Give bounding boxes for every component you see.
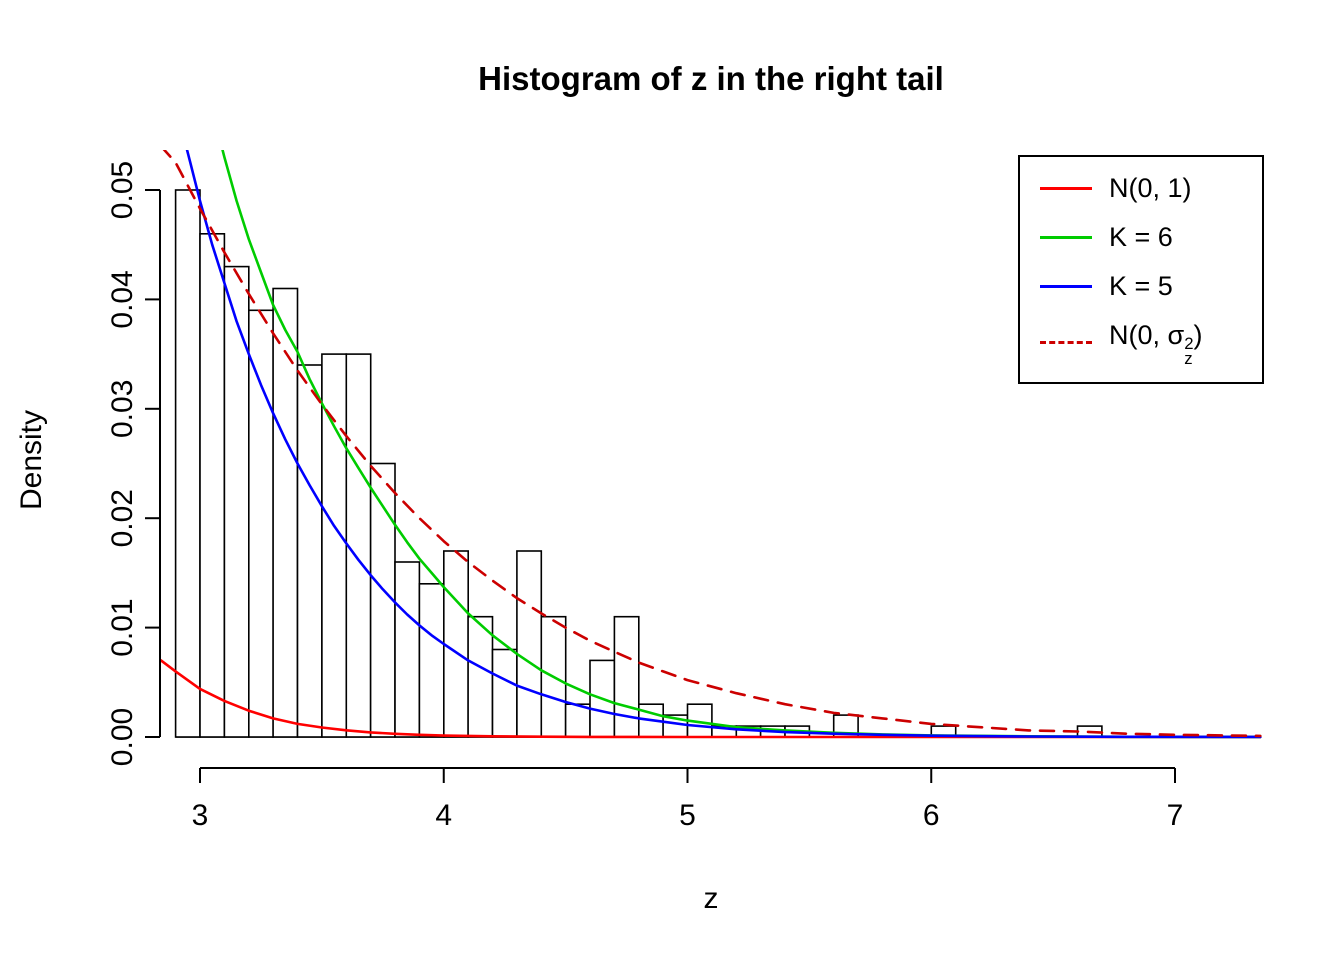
curve-k5 [185,150,1262,739]
histogram-bar [394,561,421,738]
histogram-bar [516,550,543,738]
legend-line-sample-red-solid [1040,187,1092,190]
histogram-bar [442,550,469,738]
curve-n01 [160,659,1262,739]
x-tick-label: 3 [192,799,209,832]
legend-label: N(0, σ 2 z) [1109,320,1203,368]
histogram-bar [345,353,372,738]
histogram-bar [248,309,275,738]
x-tick-label: 6 [923,799,940,832]
legend: N(0, 1) K = 6 K = 5 N(0, σ 2 z) [1018,155,1264,384]
legend-label-prefix: N(0, [1109,320,1168,350]
histogram-bar [223,265,250,738]
chart-title: Histogram of z in the right tail [478,60,944,97]
y-tick-label: 0.04 [106,270,139,328]
legend-label-suffix: ) [1193,320,1203,350]
x-axis: 3 4 5 6 7 [192,767,1184,832]
y-tick-label: 0.05 [106,161,139,219]
legend-line-sample-blue-solid [1040,285,1092,288]
legend-label: K = 5 [1109,271,1173,301]
histogram-bar [418,582,445,738]
histogram-bar [296,364,323,738]
x-axis-label: z [703,882,719,915]
legend-entry: N(0, σ 2 z) [1020,311,1262,375]
legend-label: K = 6 [1109,222,1173,252]
y-tick-label: 0.01 [106,598,139,656]
curves [160,150,1262,739]
x-tick-label: 5 [679,799,696,832]
curve-n0sigma [162,150,1262,738]
legend-line-sample-green-solid [1040,236,1092,239]
y-tick-label: 0.03 [106,380,139,438]
histogram-bar [272,287,299,738]
sigma-superscript: 2 [1184,334,1194,354]
legend-line-sample-red-dashed [1040,341,1092,345]
x-tick-label: 7 [1167,799,1184,832]
legend-label: N(0, 1) [1109,173,1192,203]
y-tick-label: 0.00 [106,708,139,766]
histogram [174,189,1103,738]
histogram-bar [564,703,591,738]
histogram-bar [467,615,494,738]
legend-entry: N(0, 1) [1020,164,1262,213]
legend-entry: K = 5 [1020,262,1262,311]
histogram-bar [321,353,348,738]
histogram-bar [174,189,201,738]
curve-k6 [221,150,1262,739]
histogram-bar [491,648,518,738]
legend-entry: K = 6 [1020,213,1262,262]
histogram-bar [199,233,226,738]
sigma-symbol: σ [1167,320,1185,350]
y-axis: 0.00 0.01 0.02 0.03 0.04 0.05 [106,161,161,766]
sigma-subscript: z [1184,348,1193,368]
y-tick-label: 0.02 [106,489,139,547]
x-tick-label: 4 [435,799,452,832]
